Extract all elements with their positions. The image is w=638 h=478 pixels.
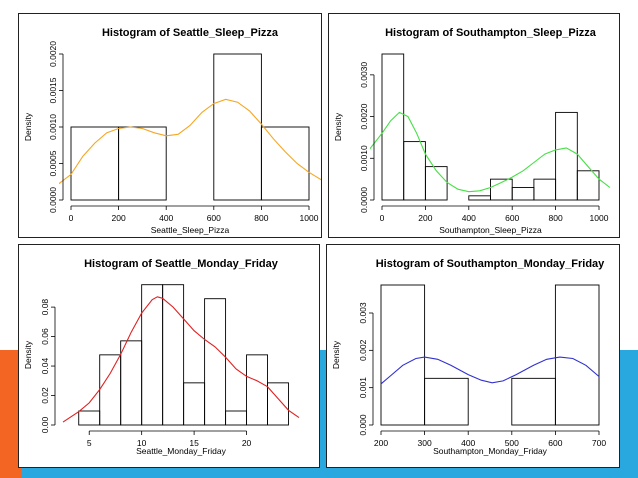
y-tick-label: 0.0010 bbox=[359, 145, 369, 171]
y-axis-label: Density bbox=[331, 340, 341, 369]
x-tick-label: 400 bbox=[462, 213, 476, 223]
x-tick-label: 600 bbox=[505, 213, 519, 223]
x-tick-label: 1000 bbox=[300, 213, 319, 223]
histogram-bar bbox=[141, 284, 164, 426]
y-tick-label: 0.0005 bbox=[48, 150, 58, 176]
chart-title: Histogram of Seattle_Sleep_Pizza bbox=[102, 27, 279, 39]
y-axis-label: Density bbox=[333, 112, 343, 141]
histogram-bar bbox=[99, 354, 122, 426]
histogram-bar bbox=[225, 410, 248, 426]
histogram-bar bbox=[381, 53, 405, 201]
y-tick-label: 0.00 bbox=[40, 416, 50, 433]
chart-title: Histogram of Southampton_Sleep_Pizza bbox=[385, 27, 597, 39]
chart-panel-southampton-monday-friday: Histogram of Southampton_Monday_Friday 20… bbox=[326, 244, 620, 468]
histogram-bar bbox=[204, 298, 227, 426]
histogram-bar bbox=[576, 170, 600, 201]
x-axis-label: Southampton_Monday_Friday bbox=[433, 446, 548, 456]
x-tick-label: 500 bbox=[505, 438, 519, 448]
y-tick-label: 0.0020 bbox=[48, 41, 58, 67]
x-tick-label: 20 bbox=[242, 438, 252, 448]
y-tick-label: 0.0020 bbox=[359, 103, 369, 129]
x-axis-label: Seattle_Sleep_Pizza bbox=[151, 225, 230, 235]
histogram-southampton-monday-friday: Histogram of Southampton_Monday_Friday 20… bbox=[331, 258, 606, 456]
x-tick-label: 600 bbox=[548, 438, 562, 448]
x-tick-label: 800 bbox=[254, 213, 268, 223]
x-tick-label: 200 bbox=[418, 213, 432, 223]
histogram-bar bbox=[162, 284, 185, 426]
x-tick-label: 5 bbox=[87, 438, 92, 448]
histogram-bar bbox=[78, 410, 101, 426]
histogram-bar bbox=[183, 382, 206, 426]
x-tick-label: 200 bbox=[112, 213, 126, 223]
y-axis-label: Density bbox=[23, 112, 33, 141]
histogram-bar bbox=[120, 340, 143, 426]
chart-title: Histogram of Seattle_Monday_Friday bbox=[84, 258, 279, 270]
x-tick-label: 1000 bbox=[590, 213, 609, 223]
x-tick-label: 800 bbox=[549, 213, 563, 223]
x-tick-label: 700 bbox=[592, 438, 606, 448]
histogram-bar bbox=[424, 166, 448, 201]
chart-panel-seattle-monday-friday: Histogram of Seattle_Monday_Friday 5 10 15 2… bbox=[18, 244, 320, 468]
y-tick-label: 0.0030 bbox=[359, 62, 369, 88]
histogram-bar bbox=[260, 126, 310, 201]
y-tick-label: 0.0010 bbox=[48, 114, 58, 140]
density-curve bbox=[370, 111, 611, 193]
histogram-bar bbox=[403, 141, 426, 201]
histogram-bar bbox=[554, 284, 600, 426]
x-axis-label: Southampton_Sleep_Pizza bbox=[439, 225, 542, 235]
y-axis-label: Density bbox=[23, 340, 33, 369]
y-tick-label: 0.0015 bbox=[48, 77, 58, 103]
x-tick-label: 0 bbox=[380, 213, 385, 223]
histogram-bar bbox=[267, 382, 289, 426]
y-tick-label: 0.08 bbox=[40, 299, 50, 316]
chart-panel-seattle-sleep-pizza: Histogram of Seattle_Sleep_Pizza 0 200 400 6… bbox=[18, 13, 322, 238]
histogram-bar bbox=[468, 195, 491, 201]
x-tick-label: 400 bbox=[159, 213, 173, 223]
histogram-bar bbox=[118, 126, 167, 201]
histogram-seattle-monday-friday: Histogram of Seattle_Monday_Friday 5 10 15 2… bbox=[23, 258, 300, 456]
y-tick-label: 0.06 bbox=[40, 328, 50, 345]
histogram-bar bbox=[246, 354, 268, 426]
y-tick-label: 0.0000 bbox=[359, 187, 369, 213]
y-tick-label: 0.001 bbox=[358, 377, 368, 399]
histogram-bar bbox=[380, 284, 426, 426]
histogram-bar bbox=[424, 377, 469, 426]
y-tick-label: 0.04 bbox=[40, 358, 50, 375]
histogram-bar bbox=[511, 187, 535, 201]
chart-title: Histogram of Southampton_Monday_Friday bbox=[376, 258, 605, 270]
histogram-bar bbox=[213, 53, 262, 201]
x-tick-label: 400 bbox=[461, 438, 475, 448]
x-tick-label: 200 bbox=[374, 438, 388, 448]
x-axis-label: Seattle_Monday_Friday bbox=[136, 446, 227, 456]
histogram-bar bbox=[533, 178, 557, 201]
y-tick-label: 0.000 bbox=[358, 414, 368, 436]
histogram-bar bbox=[511, 377, 556, 426]
y-tick-label: 0.0000 bbox=[48, 187, 58, 213]
y-tick-label: 0.02 bbox=[40, 387, 50, 404]
x-tick-label: 0 bbox=[69, 213, 74, 223]
chart-panel-southampton-sleep-pizza: Histogram of Southampton_Sleep_Pizza 0 200… bbox=[328, 13, 620, 238]
x-tick-label: 15 bbox=[189, 438, 199, 448]
y-tick-label: 0.003 bbox=[358, 302, 368, 324]
x-tick-label: 300 bbox=[418, 438, 432, 448]
x-tick-label: 10 bbox=[137, 438, 147, 448]
density-curve bbox=[59, 98, 321, 185]
histogram-seattle-sleep-pizza: Histogram of Seattle_Sleep_Pizza 0 200 400 6… bbox=[23, 27, 321, 235]
histogram-bar bbox=[555, 111, 578, 201]
y-tick-label: 0.002 bbox=[358, 339, 368, 361]
density-curve bbox=[380, 356, 600, 385]
histogram-southampton-sleep-pizza: Histogram of Southampton_Sleep_Pizza 0 200… bbox=[333, 27, 611, 235]
orange-accent-band bbox=[0, 350, 22, 478]
x-tick-label: 600 bbox=[207, 213, 221, 223]
density-curve bbox=[62, 296, 300, 423]
